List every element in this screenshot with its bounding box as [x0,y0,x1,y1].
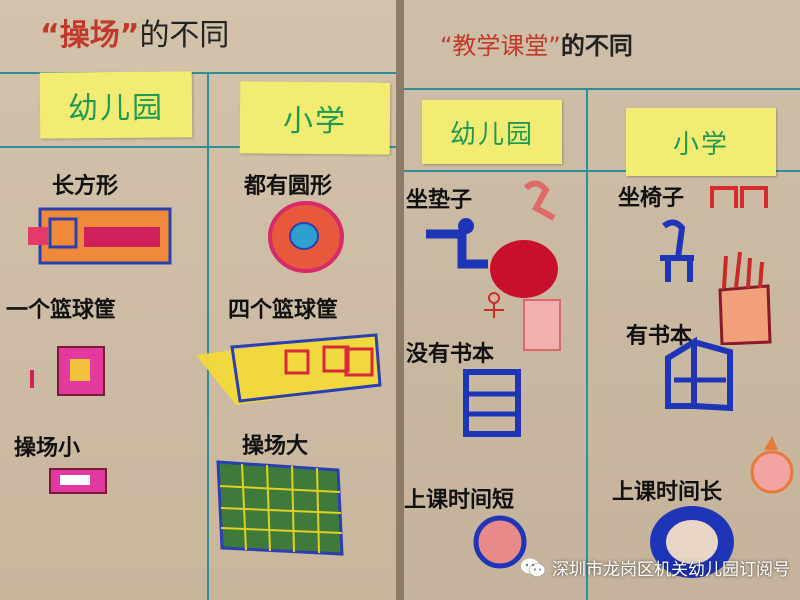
one-basket-drawing [30,346,105,396]
grid-line [404,170,800,172]
label-has-circle: 都有圆形 [244,174,333,199]
label-four-baskets: 四个篮球筐 [228,298,339,323]
sticky-note-kindergarten: 幼儿园 [39,71,193,139]
label-small-field: 操场小 [14,436,81,461]
chair-figures-drawing [710,186,768,208]
wechat-icon [521,558,546,577]
mat-seat-drawing [426,218,488,269]
watermark: 深圳市龙岗区机关幼儿园订阅号 [520,555,790,580]
pencil-cup-drawing [718,251,772,345]
four-baskets-drawing [196,333,382,405]
stick-figure-drawing [484,292,504,318]
label-has-books: 有书本 [626,324,693,349]
right-title-rest: 的不同 [560,32,633,60]
grid-line [404,88,800,90]
right-title-quoted: “教学课堂” [440,32,561,60]
grid-line [207,72,209,600]
timer-drawing [750,436,794,494]
label-rectangle: 长方形 [52,174,119,199]
left-title-rest: 的不同 [139,18,230,53]
rectangle-field-drawing [28,207,172,265]
label-sit-on-chairs: 坐椅子 [618,186,685,211]
sticky-note-primary: 小学 [626,108,776,176]
board-seam [396,0,404,600]
chair-drawing [660,219,694,282]
column-header-kindergarten: 幼儿园 [67,90,165,127]
label-no-books: 没有书本 [406,342,495,367]
label-short-class: 上课时间短 [404,488,515,513]
left-board: “操场”的不同 幼儿园 小学 长方形 都有圆形 一个篮球筐 四个篮球筐 操场小 … [0,0,396,600]
right-board: “教学课堂”的不同 幼儿园 小学 坐垫子 坐椅子 没有书本 有书本 上课时间短 … [404,0,800,600]
grid-line [0,72,396,74]
label-sit-on-mats: 坐垫子 [406,188,473,213]
short-clock-drawing [473,515,527,569]
column-header-primary: 小学 [282,103,348,140]
sticky-note-kindergarten: 幼儿园 [422,100,562,164]
column-header-primary: 小学 [672,129,729,160]
label-big-field: 操场大 [242,434,309,459]
big-field-drawing [216,460,344,556]
long-clock-drawing [650,506,734,578]
left-board-title: “操场”的不同 [40,10,229,54]
label-one-basket: 一个篮球筐 [6,298,117,323]
label-long-class: 上课时间长 [612,480,723,505]
column-header-kindergarten: 幼儿园 [449,119,534,150]
pink-desk-drawing [523,299,561,351]
shelf-drawing [463,369,521,437]
left-title-quoted: “操场” [40,18,140,53]
watermark-text: 深圳市龙岗区机关幼儿园订阅号 [552,560,790,580]
right-board-title: “教学课堂”的不同 [440,26,633,61]
grid-line [586,88,588,600]
child-on-mat-drawing [523,180,556,221]
small-field-drawing [49,468,107,494]
red-circle-drawing [490,240,558,298]
grid-line [0,146,396,148]
round-field-drawing [268,201,344,273]
sticky-note-primary: 小学 [239,81,391,155]
book-drawing [665,336,733,412]
